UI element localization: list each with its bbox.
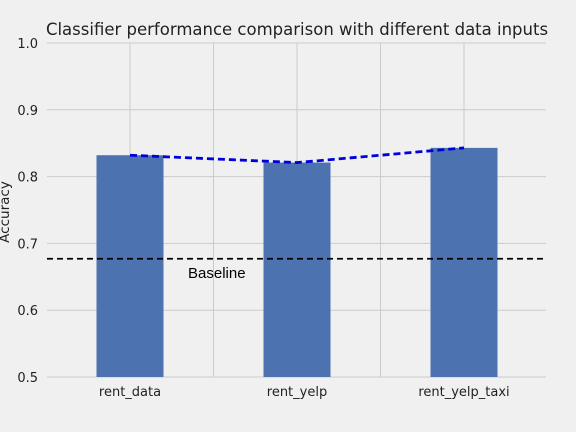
y-tick-label: 0.6	[17, 304, 38, 319]
y-tick-label: 0.9	[17, 104, 38, 119]
bars	[97, 148, 498, 377]
x-tick-label: rent_yelp_taxi	[418, 385, 509, 400]
y-tick-label: 0.5	[17, 371, 38, 386]
chart-title: Classifier performance comparison with d…	[46, 20, 548, 39]
x-axis-ticks: rent_data rent_yelp rent_yelp_taxi	[99, 385, 510, 400]
y-tick-label: 1.0	[17, 37, 38, 52]
bar-rent_yelp	[264, 163, 331, 377]
y-tick-label: 0.7	[17, 237, 38, 252]
x-tick-label: rent_data	[99, 385, 161, 400]
y-tick-label: 0.8	[17, 171, 38, 186]
x-tick-label: rent_yelp	[267, 385, 327, 400]
baseline-label: Baseline	[188, 265, 246, 282]
bar-rent_data	[97, 155, 164, 377]
bar-rent_yelp_taxi	[431, 148, 498, 377]
y-axis-label: Accuracy	[0, 181, 13, 243]
